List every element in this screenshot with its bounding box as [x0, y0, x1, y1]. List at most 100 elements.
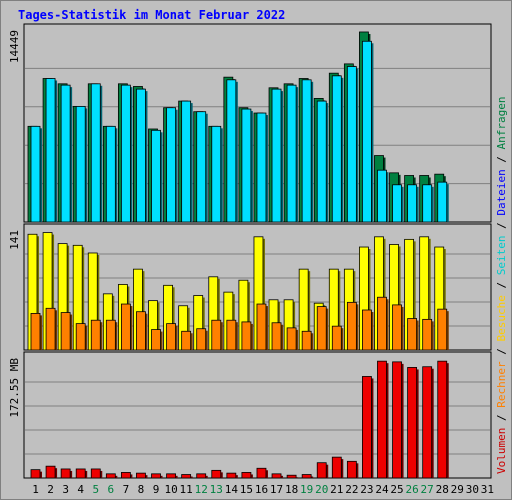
x-label-day-12: 12 [195, 483, 208, 496]
bar-dateien-day-14 [226, 79, 237, 223]
bar-rechner-day-27 [422, 318, 433, 351]
x-label-day-30: 30 [466, 483, 479, 496]
x-label-day-21: 21 [330, 483, 343, 496]
bar-rechner-day-6 [105, 319, 116, 351]
x-label-day-22: 22 [345, 483, 358, 496]
y-max-label-middle: 141 [8, 230, 21, 250]
legend-item: Volumen [495, 428, 508, 474]
x-label-day-8: 8 [138, 483, 145, 496]
bar-rechner-day-5 [90, 319, 101, 351]
x-label-day-11: 11 [180, 483, 193, 496]
bar-rechner-day-7 [120, 303, 131, 351]
bar-dateien-day-6 [105, 125, 116, 223]
bar-rechner-day-15 [241, 321, 252, 351]
bar-dateien-day-20 [316, 100, 327, 223]
bar-volumen-day-15 [241, 472, 252, 479]
bar-volumen-day-25 [392, 361, 402, 479]
x-label-day-26: 26 [405, 483, 418, 496]
x-label-day-16: 16 [255, 483, 268, 496]
bar-volumen-day-3 [60, 468, 71, 479]
bar-rechner-day-13 [211, 319, 222, 351]
legend-item: / [495, 149, 508, 169]
legend-item: / [495, 216, 508, 236]
bar-rechner-day-16 [256, 303, 267, 351]
bar-dateien-day-11 [181, 100, 192, 223]
bar-volumen-day-24 [377, 360, 387, 479]
bar-rechner-day-25 [392, 304, 402, 351]
bar-volumen-day-19 [301, 474, 312, 479]
legend-vertical: Volumen / Rechner / Besuche / Seiten / D… [495, 96, 508, 474]
x-label-day-28: 28 [436, 483, 449, 496]
x-label-day-17: 17 [270, 483, 283, 496]
bar-rechner-day-4 [75, 323, 86, 351]
x-label-day-5: 5 [92, 483, 99, 496]
bar-rechner-day-19 [301, 330, 312, 351]
bar-volumen-day-10 [166, 473, 176, 479]
legend-item: Rechner [495, 361, 508, 408]
bar-volumen-day-26 [407, 367, 418, 479]
bar-volumen-day-18 [286, 474, 297, 479]
bar-volumen-day-14 [226, 472, 237, 479]
legend-item: Dateien [495, 169, 508, 215]
x-label-day-20: 20 [315, 483, 328, 496]
x-label-day-19: 19 [300, 483, 313, 496]
bar-dateien-day-16 [256, 112, 267, 223]
x-label-day-3: 3 [62, 483, 69, 496]
bar-volumen-day-5 [90, 468, 101, 479]
bar-volumen-day-27 [422, 366, 433, 479]
bar-dateien-day-19 [301, 79, 312, 223]
bar-volumen-day-16 [256, 467, 267, 479]
bar-rechner-day-24 [377, 296, 387, 351]
bar-dateien-day-10 [166, 107, 176, 223]
legend-item: / [495, 275, 508, 295]
y-max-label-top: 14449 [8, 30, 21, 63]
bar-rechner-day-20 [316, 306, 327, 351]
x-label-day-6: 6 [108, 483, 115, 496]
x-label-day-10: 10 [164, 483, 177, 496]
x-label-day-15: 15 [240, 483, 253, 496]
bar-rechner-day-3 [60, 312, 71, 351]
x-label-day-27: 27 [421, 483, 434, 496]
x-label-day-1: 1 [32, 483, 39, 496]
bar-volumen-day-20 [316, 462, 327, 479]
bar-volumen-day-22 [346, 460, 357, 479]
bar-volumen-day-13 [211, 469, 222, 479]
bar-volumen-day-6 [105, 473, 116, 479]
x-label-day-24: 24 [375, 483, 389, 496]
bar-rechner-day-26 [407, 318, 418, 351]
bar-volumen-day-4 [75, 468, 86, 479]
bar-rechner-day-12 [196, 328, 207, 351]
x-label-day-18: 18 [285, 483, 298, 496]
bar-dateien-day-18 [286, 84, 297, 223]
bar-rechner-day-10 [166, 323, 176, 351]
legend-item: Seiten [495, 236, 508, 276]
bar-volumen-day-17 [271, 473, 282, 479]
bar-rechner-day-11 [181, 330, 192, 351]
chart-title: Tages-Statistik im Monat Februar 2022 [18, 8, 286, 22]
bar-volumen-day-12 [196, 473, 207, 479]
bar-dateien-day-1 [30, 125, 41, 223]
x-label-day-23: 23 [360, 483, 373, 496]
x-label-day-9: 9 [153, 483, 160, 496]
bar-dateien-day-7 [120, 84, 131, 223]
x-label-day-29: 29 [451, 483, 464, 496]
bar-rechner-day-8 [136, 311, 146, 351]
bar-rechner-day-1 [30, 313, 41, 351]
bar-volumen-day-1 [30, 469, 41, 479]
bar-dateien-day-8 [136, 88, 146, 223]
bar-rechner-day-9 [151, 329, 161, 351]
x-label-day-14: 14 [225, 483, 239, 496]
bar-dateien-day-23 [362, 40, 372, 223]
legend-item: / [495, 342, 508, 362]
bar-volumen-day-28 [437, 360, 448, 479]
bar-dateien-day-28 [437, 181, 448, 223]
bar-dateien-day-9 [151, 129, 161, 223]
bar-dateien-day-12 [196, 111, 207, 223]
bar-dateien-day-4 [75, 105, 86, 223]
bar-dateien-day-26 [407, 184, 418, 223]
bar-volumen-day-7 [120, 472, 131, 479]
bar-dateien-day-15 [241, 108, 252, 223]
bar-volumen-day-8 [136, 472, 146, 479]
bar-dateien-day-3 [60, 84, 71, 223]
bar-dateien-day-27 [422, 184, 433, 223]
